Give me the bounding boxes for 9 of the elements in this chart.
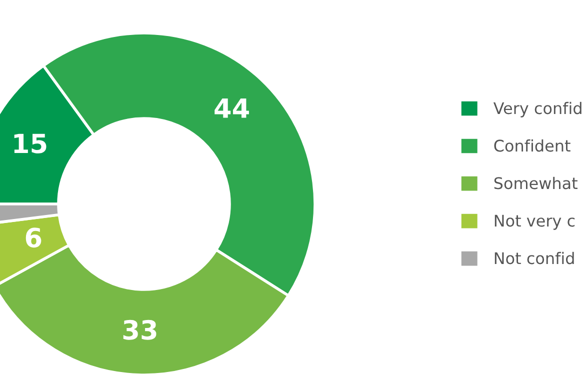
data-label: 15 bbox=[14, 134, 46, 154]
data-label: 44 bbox=[214, 98, 249, 118]
legend-label: Very confid bbox=[493, 102, 582, 118]
legend-label: Somewhat bbox=[494, 176, 578, 190]
legend-label: Not very c bbox=[494, 214, 575, 230]
legend-label: Not confid bbox=[494, 252, 574, 264]
legend-label: Confident bbox=[494, 139, 570, 152]
data-label: 6 bbox=[26, 228, 42, 248]
data-label: 33 bbox=[123, 320, 156, 340]
